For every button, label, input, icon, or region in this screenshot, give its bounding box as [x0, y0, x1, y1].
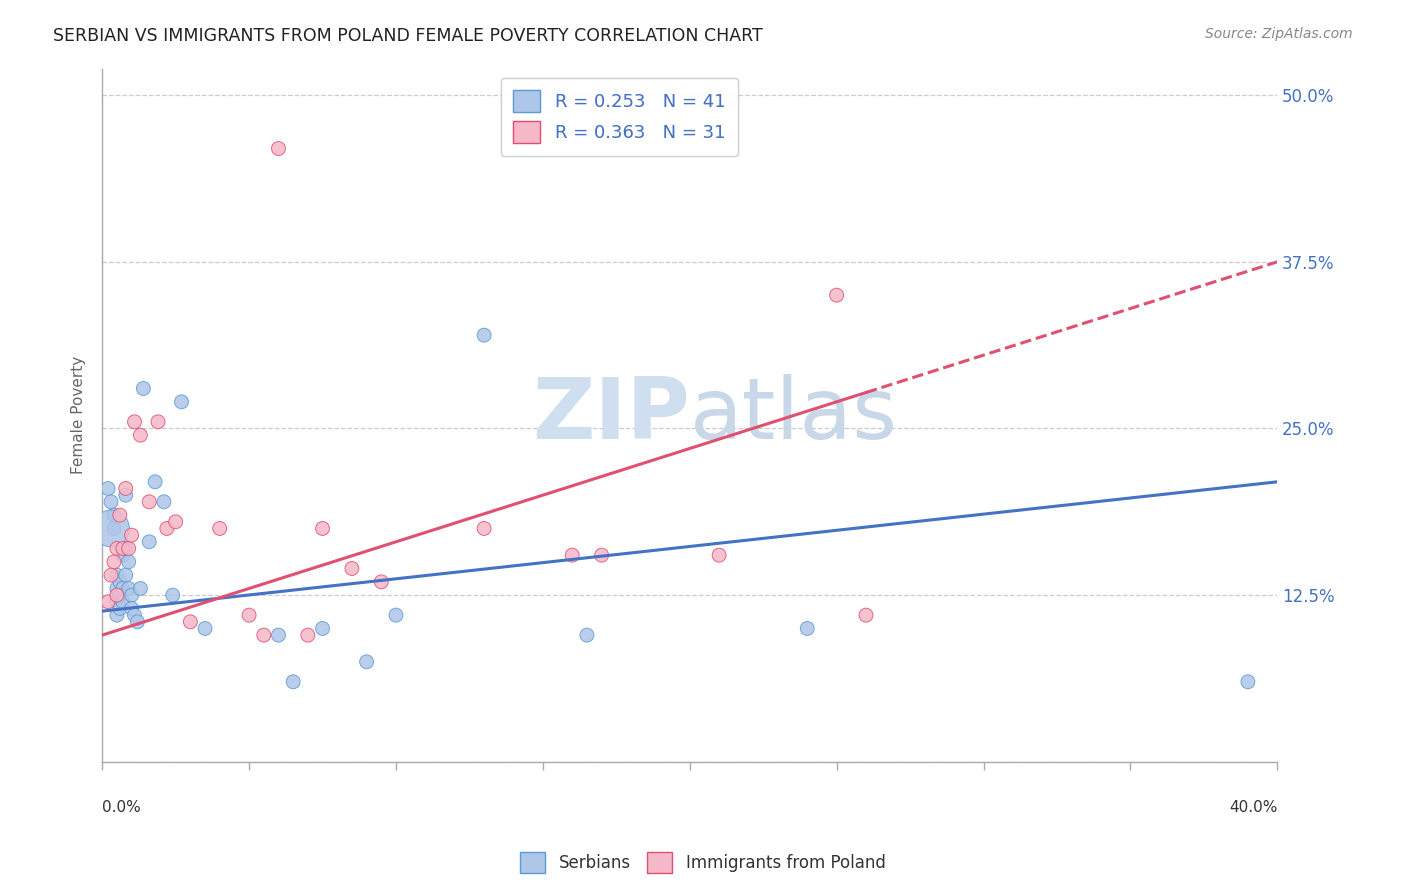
- Point: [103, 508, 125, 523]
- Point: [105, 608, 128, 623]
- Point: [103, 521, 125, 535]
- Point: [105, 588, 128, 602]
- Point: [111, 595, 134, 609]
- Point: [121, 528, 143, 542]
- Point: [153, 495, 176, 509]
- Point: [114, 541, 136, 556]
- Point: [162, 588, 184, 602]
- Point: [238, 608, 260, 623]
- Point: [132, 382, 155, 396]
- Point: [118, 555, 141, 569]
- Point: [114, 488, 136, 502]
- Point: [253, 628, 276, 642]
- Point: [297, 628, 319, 642]
- Point: [108, 588, 131, 602]
- Point: [311, 622, 333, 636]
- Text: ZIP: ZIP: [531, 374, 690, 457]
- Point: [356, 655, 378, 669]
- Point: [129, 428, 152, 442]
- Point: [472, 521, 495, 535]
- Point: [138, 534, 160, 549]
- Point: [105, 568, 128, 582]
- Point: [100, 568, 122, 582]
- Point: [370, 574, 392, 589]
- Point: [311, 521, 333, 535]
- Point: [472, 328, 495, 343]
- Point: [591, 548, 613, 562]
- Point: [561, 548, 583, 562]
- Point: [156, 521, 179, 535]
- Point: [108, 601, 131, 615]
- Point: [105, 595, 128, 609]
- Point: [118, 541, 141, 556]
- Point: [127, 615, 149, 629]
- Point: [129, 582, 152, 596]
- Point: [108, 574, 131, 589]
- Point: [179, 615, 201, 629]
- Point: [385, 608, 408, 623]
- Point: [97, 482, 120, 496]
- Point: [100, 521, 122, 535]
- Point: [103, 555, 125, 569]
- Point: [111, 548, 134, 562]
- Text: SERBIAN VS IMMIGRANTS FROM POLAND FEMALE POVERTY CORRELATION CHART: SERBIAN VS IMMIGRANTS FROM POLAND FEMALE…: [53, 27, 763, 45]
- Point: [283, 674, 305, 689]
- Point: [118, 582, 141, 596]
- Point: [146, 415, 169, 429]
- Point: [208, 521, 231, 535]
- Point: [138, 495, 160, 509]
- Point: [1237, 674, 1260, 689]
- Point: [340, 561, 363, 575]
- Point: [267, 141, 290, 155]
- Text: 40.0%: 40.0%: [1229, 800, 1277, 815]
- Point: [108, 508, 131, 523]
- Point: [825, 288, 848, 302]
- Point: [170, 394, 193, 409]
- Point: [121, 601, 143, 615]
- Point: [111, 582, 134, 596]
- Legend: Serbians, Immigrants from Poland: Serbians, Immigrants from Poland: [513, 846, 893, 880]
- Text: Source: ZipAtlas.com: Source: ZipAtlas.com: [1205, 27, 1353, 41]
- Point: [121, 588, 143, 602]
- Point: [105, 582, 128, 596]
- Point: [855, 608, 877, 623]
- Y-axis label: Female Poverty: Female Poverty: [72, 356, 86, 475]
- Point: [124, 608, 146, 623]
- Point: [194, 622, 217, 636]
- Text: 0.0%: 0.0%: [103, 800, 141, 815]
- Point: [105, 541, 128, 556]
- Point: [165, 515, 187, 529]
- Point: [143, 475, 166, 489]
- Point: [114, 568, 136, 582]
- Legend: R = 0.253   N = 41, R = 0.363   N = 31: R = 0.253 N = 41, R = 0.363 N = 31: [501, 78, 738, 156]
- Point: [707, 548, 730, 562]
- Point: [111, 541, 134, 556]
- Point: [100, 495, 122, 509]
- Point: [796, 622, 818, 636]
- Point: [267, 628, 290, 642]
- Point: [97, 595, 120, 609]
- Point: [114, 482, 136, 496]
- Point: [575, 628, 598, 642]
- Point: [124, 415, 146, 429]
- Text: atlas: atlas: [690, 374, 898, 457]
